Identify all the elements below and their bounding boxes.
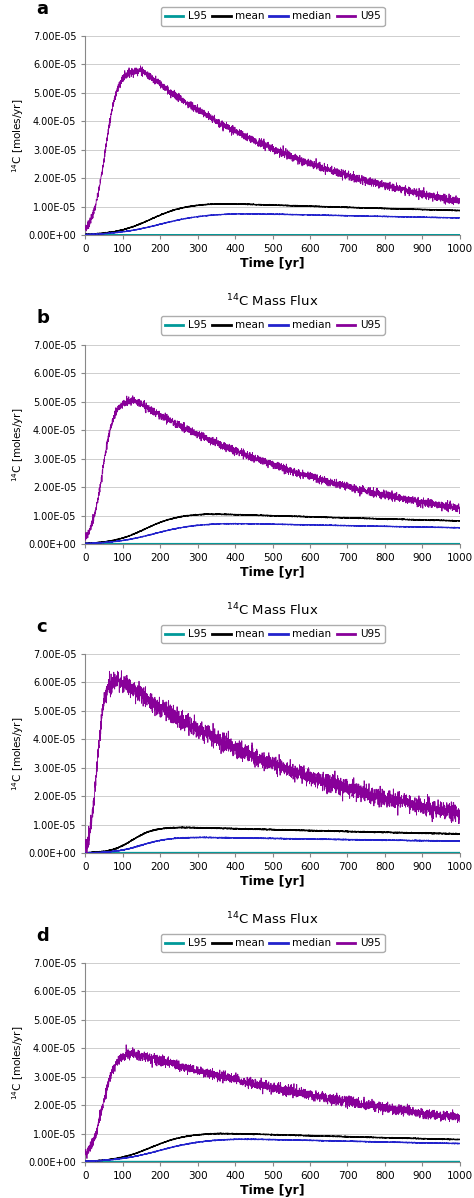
- Text: d: d: [36, 927, 49, 945]
- Legend: L95, mean, median, U95: L95, mean, median, U95: [161, 7, 384, 25]
- X-axis label: Time [yr]: Time [yr]: [240, 565, 305, 579]
- Title: $^{14}$C Mass Flux: $^{14}$C Mass Flux: [227, 910, 319, 927]
- Title: $^{14}$C Mass Flux: $^{14}$C Mass Flux: [227, 292, 319, 309]
- Text: b: b: [36, 309, 49, 327]
- Text: a: a: [36, 0, 49, 18]
- X-axis label: Time [yr]: Time [yr]: [240, 875, 305, 888]
- Y-axis label: $^{14}$C [moles/yr]: $^{14}$C [moles/yr]: [10, 98, 26, 173]
- X-axis label: Time [yr]: Time [yr]: [240, 258, 305, 270]
- Y-axis label: $^{14}$C [moles/yr]: $^{14}$C [moles/yr]: [10, 716, 26, 791]
- Legend: L95, mean, median, U95: L95, mean, median, U95: [161, 934, 384, 952]
- X-axis label: Time [yr]: Time [yr]: [240, 1184, 305, 1197]
- Y-axis label: $^{14}$C [moles/yr]: $^{14}$C [moles/yr]: [10, 407, 26, 482]
- Title: $^{14}$C Mass Flux: $^{14}$C Mass Flux: [227, 601, 319, 618]
- Y-axis label: $^{14}$C [moles/yr]: $^{14}$C [moles/yr]: [10, 1025, 26, 1100]
- Legend: L95, mean, median, U95: L95, mean, median, U95: [161, 316, 384, 334]
- Legend: L95, mean, median, U95: L95, mean, median, U95: [161, 625, 384, 643]
- Text: c: c: [36, 618, 47, 636]
